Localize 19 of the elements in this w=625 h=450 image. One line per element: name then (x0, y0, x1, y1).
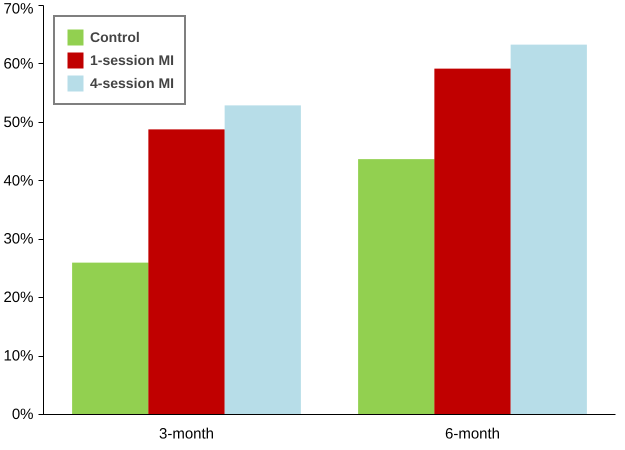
bar (510, 44, 587, 414)
x-tick-label: 6-month (444, 426, 500, 442)
bar (148, 129, 225, 414)
y-tick-label: 70% (3, 0, 34, 18)
y-tick-label: 10% (3, 348, 34, 365)
y-tick-label: 20% (3, 289, 34, 306)
legend-label: Control (90, 29, 140, 45)
bar (72, 262, 148, 414)
y-tick-label: 0% (12, 406, 34, 423)
bar (358, 159, 434, 414)
y-tick-label: 30% (3, 230, 34, 248)
legend-label: 4-session MI (90, 75, 174, 91)
x-tick-label: 3-month (158, 426, 214, 442)
y-tick-label: 50% (3, 114, 34, 131)
bar (224, 105, 301, 414)
legend-label: 1-session MI (90, 52, 174, 68)
y-tick-label: 60% (3, 55, 34, 72)
y-tick-label: 40% (3, 172, 34, 190)
bar (434, 68, 511, 414)
